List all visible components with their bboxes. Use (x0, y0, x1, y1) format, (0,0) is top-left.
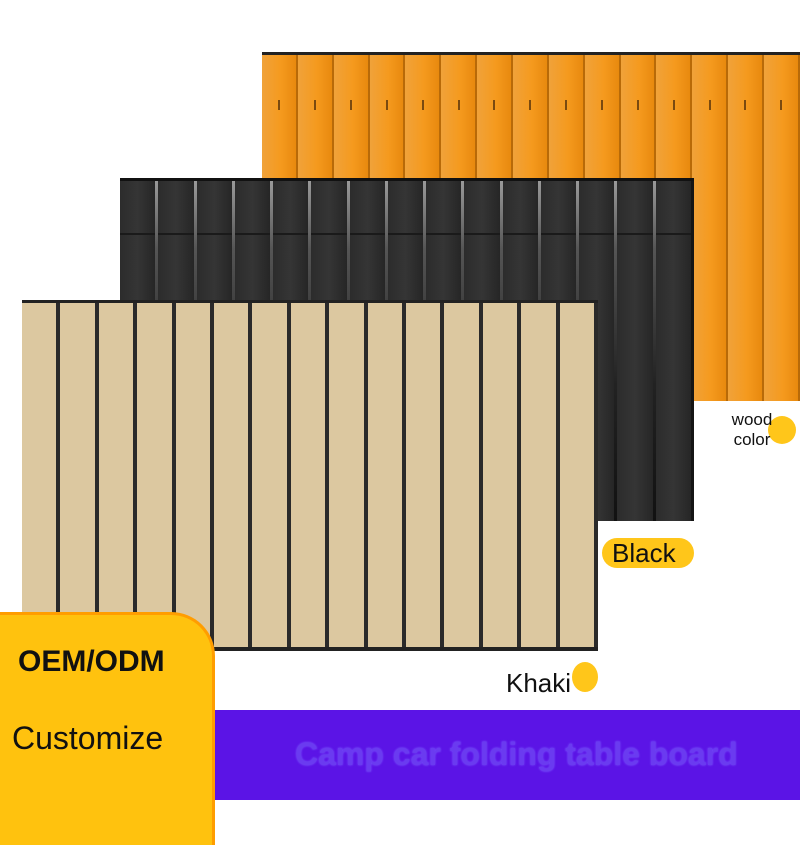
khaki-board-slat (252, 303, 291, 647)
customize-text: Customize (12, 720, 164, 756)
khaki-board-slat (22, 303, 61, 647)
wood-color-dot (768, 416, 796, 444)
khaki-board-slat (60, 303, 99, 647)
black-color-label: Black (612, 538, 676, 568)
khaki-board-slat (214, 303, 253, 647)
black-board-slat (652, 181, 694, 521)
wood-color-label: wood color (731, 410, 773, 449)
khaki-board-slat (329, 303, 368, 647)
wood-board-slat (728, 55, 765, 401)
khaki-board-slat (98, 303, 138, 647)
khaki-board-slat (406, 303, 445, 647)
black-board-slat (614, 181, 656, 521)
khaki-board-slat (290, 303, 330, 647)
khaki-board-slats (22, 303, 598, 647)
khaki-board (22, 300, 598, 651)
wood-board-slat (692, 55, 729, 401)
khaki-board-slat (137, 303, 176, 647)
black-color-dot (602, 538, 694, 568)
banner-title: Camp car folding table board (295, 736, 738, 772)
khaki-board-slat (521, 303, 560, 647)
khaki-board-slat (175, 303, 215, 647)
khaki-board-slat (444, 303, 483, 647)
khaki-board-slat (482, 303, 522, 647)
khaki-board-slat (367, 303, 407, 647)
khaki-color-dot (572, 662, 598, 692)
wood-board-slat (764, 55, 800, 401)
khaki-color-label: Khaki (506, 668, 572, 698)
khaki-board-slat (559, 303, 598, 647)
oem-odm-text: OEM/ODM (18, 645, 165, 678)
